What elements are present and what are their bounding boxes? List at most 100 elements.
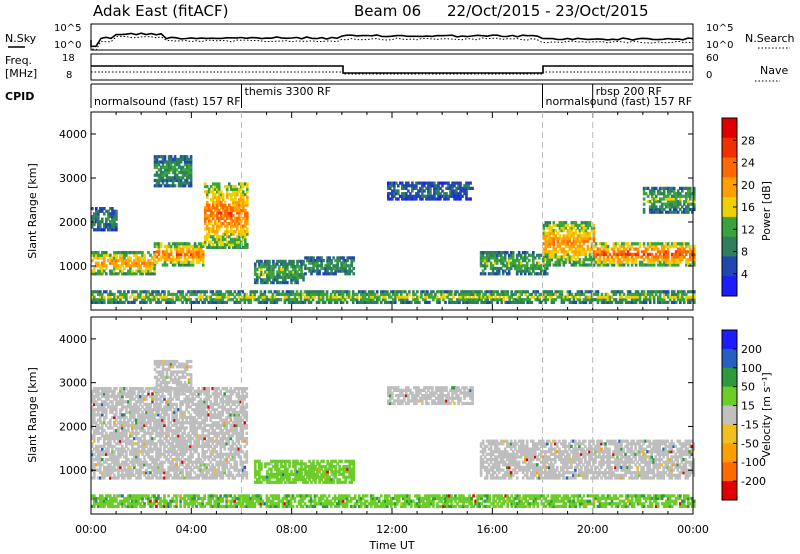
freq-label: Freq. xyxy=(5,54,32,67)
data-cell xyxy=(205,290,208,293)
data-cell xyxy=(167,413,170,416)
data-cell xyxy=(286,281,289,284)
nsearch-tick-bottom: 10^0 xyxy=(706,40,733,51)
data-cell xyxy=(352,256,355,259)
colorbar-swatch xyxy=(722,237,737,257)
data-cell xyxy=(166,263,169,266)
data-cell xyxy=(202,250,205,253)
data-cell xyxy=(589,221,592,224)
colorbar-tick-label: 8 xyxy=(741,246,748,259)
nsky-trace xyxy=(91,33,693,46)
data-cell xyxy=(397,189,400,192)
freq-panel xyxy=(91,54,693,80)
data-cell xyxy=(164,155,167,158)
data-cell xyxy=(246,196,249,199)
data-cell xyxy=(506,290,509,293)
data-cell xyxy=(105,264,108,267)
data-cell xyxy=(418,301,421,304)
y-tick-label: 2000 xyxy=(59,216,87,229)
data-cell xyxy=(174,184,177,187)
power-axes: 1000 2000 3000 4000 xyxy=(59,112,693,310)
nsearch-label: N.Search xyxy=(745,32,795,45)
data-cell xyxy=(471,187,474,190)
beam-label: Beam 06 xyxy=(354,2,421,20)
data-cell xyxy=(163,290,166,293)
data-cell xyxy=(416,290,419,293)
power-panel xyxy=(91,112,693,310)
nsky-tick-bottom: 10^0 xyxy=(54,40,81,51)
cpid-strip: normalsound (fast) 157 RFthemis 3300 RFn… xyxy=(91,84,692,108)
data-cell xyxy=(469,197,472,200)
data-cell xyxy=(643,203,646,206)
y-tick-label: 4000 xyxy=(59,128,87,141)
data-cell xyxy=(512,251,515,254)
data-cell xyxy=(163,395,166,398)
nave-tick-top: 60 xyxy=(706,53,719,64)
colorbar-tick-label: 12 xyxy=(741,223,755,236)
nave-label: Nave xyxy=(760,64,788,77)
data-cell xyxy=(326,290,329,293)
data-cell xyxy=(532,251,535,254)
y-tick-label: 3000 xyxy=(59,172,87,185)
cpid-label: CPID xyxy=(5,90,34,103)
data-cell xyxy=(689,245,692,248)
data-cell xyxy=(105,272,108,275)
data-cell xyxy=(153,267,156,270)
colorbar-tick-label: 28 xyxy=(741,134,755,147)
data-cell xyxy=(101,218,104,221)
data-cell xyxy=(264,290,267,293)
data-cell xyxy=(292,260,295,263)
power-data xyxy=(91,155,696,304)
data-cell xyxy=(352,267,355,270)
data-cell xyxy=(352,272,355,275)
colorbar-swatch xyxy=(722,158,737,178)
cpid-segment-label: themis 3300 RF xyxy=(245,85,332,98)
nsky-label: N.Sky xyxy=(5,32,37,45)
data-cell xyxy=(428,301,431,304)
power-colorbar-label: Power [dB] xyxy=(760,181,773,241)
data-cell xyxy=(246,227,249,230)
cpid-segment-label: normalsound (fast) 157 RF xyxy=(94,95,241,108)
colorbar-swatch xyxy=(722,138,737,158)
data-cell xyxy=(346,301,349,304)
data-cell xyxy=(549,221,552,224)
data-cell xyxy=(673,187,676,190)
data-cell xyxy=(127,290,130,293)
colorbar-swatch xyxy=(722,118,737,138)
data-cell xyxy=(143,254,146,257)
data-cell xyxy=(597,290,600,293)
data-cell xyxy=(531,301,534,304)
data-cell xyxy=(129,256,132,259)
freq-unit: [MHz] xyxy=(5,67,37,80)
data-cell xyxy=(459,182,462,185)
nsky-tick-top: 10^5 xyxy=(54,23,81,34)
y-tick-label: 1000 xyxy=(59,260,87,273)
data-cell xyxy=(246,182,249,185)
data-cell xyxy=(246,243,249,246)
data-cell xyxy=(256,290,259,293)
data-cell xyxy=(304,272,307,275)
data-cell xyxy=(175,403,178,406)
data-cell xyxy=(546,272,549,275)
colorbar-tick-label: 4 xyxy=(741,268,748,281)
data-cell xyxy=(160,242,163,245)
data-cell xyxy=(115,210,118,213)
colorbar-tick-label: 24 xyxy=(741,157,755,170)
data-cell xyxy=(595,242,598,245)
data-cell xyxy=(115,223,118,226)
freq-tick-top: 18 xyxy=(62,53,75,64)
data-cell xyxy=(222,193,225,196)
data-cell xyxy=(103,296,106,299)
nave-tick-bottom: 0 xyxy=(706,70,712,81)
data-cell xyxy=(484,272,487,275)
data-cell xyxy=(280,298,283,301)
data-cell xyxy=(348,290,351,293)
data-cell xyxy=(607,245,610,248)
date-range: 22/Oct/2015 - 23/Oct/2015 xyxy=(447,2,649,20)
data-cell xyxy=(643,208,646,211)
data-cell xyxy=(376,290,379,293)
colorbar-swatch xyxy=(722,276,737,296)
radar-title: Adak East (fitACF) xyxy=(93,2,228,20)
data-cell xyxy=(190,155,193,158)
